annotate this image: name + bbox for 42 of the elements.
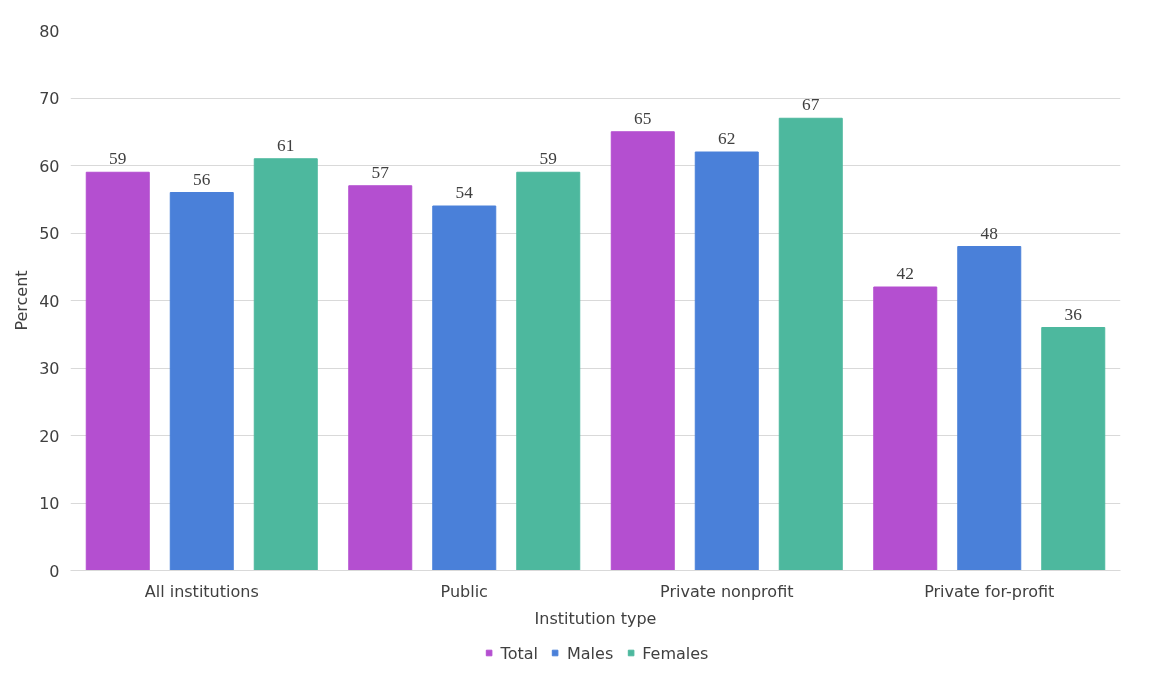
data-label: 57 <box>371 162 390 182</box>
x-tick-label: Public <box>440 581 488 601</box>
bar <box>957 246 1022 571</box>
x-tick-label: Private for-profit <box>924 581 1055 601</box>
x-tick-label: All institutions <box>144 581 259 601</box>
bar <box>169 192 234 571</box>
legend-label: Females <box>642 643 709 662</box>
bar <box>516 171 581 571</box>
y-tick-label: 40 <box>39 291 60 311</box>
bar <box>432 205 497 571</box>
y-tick-label: 0 <box>49 561 60 581</box>
data-label: 67 <box>802 95 820 115</box>
bar <box>778 117 843 571</box>
x-tick-label: Private nonprofit <box>660 581 794 601</box>
bar <box>85 171 150 571</box>
bar <box>348 185 413 571</box>
data-label: 56 <box>193 169 211 189</box>
data-label: 48 <box>980 223 998 243</box>
y-axis-title: Percent <box>12 270 32 331</box>
data-label: 62 <box>718 129 736 148</box>
data-label: 59 <box>109 149 127 169</box>
y-tick-label: 30 <box>39 359 60 378</box>
data-label: 61 <box>277 135 295 155</box>
data-label: 65 <box>634 108 652 128</box>
y-tick-label: 10 <box>39 494 60 513</box>
legend-label: Total <box>500 643 538 662</box>
bar <box>873 286 938 571</box>
data-label: 54 <box>455 183 474 202</box>
bar <box>610 131 675 571</box>
bar <box>1041 327 1106 571</box>
bar <box>694 151 759 571</box>
legend-label: Males <box>566 643 614 662</box>
data-label: 59 <box>539 149 557 169</box>
bar <box>253 158 318 571</box>
data-label: 42 <box>896 264 914 283</box>
y-tick-label: 80 <box>39 21 60 41</box>
x-axis-title: Institution type <box>534 608 657 628</box>
data-label: 36 <box>1064 304 1083 324</box>
y-tick-label: 20 <box>39 426 60 446</box>
y-tick-label: 50 <box>39 224 60 243</box>
y-tick-label: 60 <box>39 156 60 176</box>
y-tick-label: 70 <box>39 89 60 108</box>
